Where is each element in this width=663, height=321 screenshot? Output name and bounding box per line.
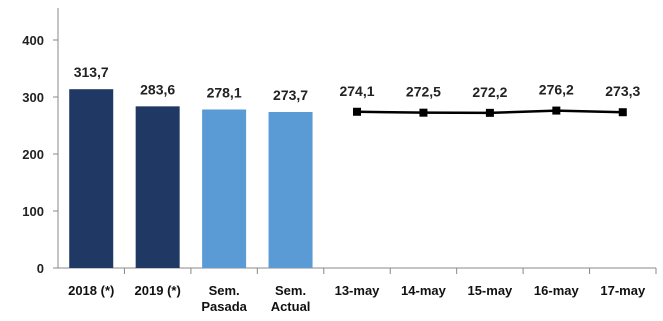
x-category-label: 13-may bbox=[335, 283, 381, 298]
y-tick-label: 400 bbox=[22, 33, 44, 48]
x-category-label: Sem. bbox=[275, 283, 306, 298]
axes: 0 100 200 300 400 bbox=[22, 8, 657, 276]
line-value-label: 273,3 bbox=[605, 83, 640, 99]
bar-value-label: 283,6 bbox=[140, 81, 175, 97]
line-series bbox=[353, 106, 627, 117]
y-tick-label: 300 bbox=[22, 90, 44, 105]
line-value-label: 272,5 bbox=[406, 84, 441, 100]
x-category-label: 2019 (*) bbox=[135, 283, 181, 298]
line-value-label: 276,2 bbox=[539, 82, 574, 98]
line-value-label: 274,1 bbox=[339, 83, 374, 99]
y-tick-label: 200 bbox=[22, 147, 44, 162]
bar-value-label: 278,1 bbox=[207, 84, 242, 100]
x-category-label: Pasada bbox=[201, 299, 247, 314]
x-category-label: 2018 (*) bbox=[68, 283, 114, 298]
bar bbox=[202, 109, 247, 268]
x-category-label: Actual bbox=[271, 299, 311, 314]
line-value-label: 272,2 bbox=[472, 84, 507, 100]
y-tick-label: 100 bbox=[22, 204, 44, 219]
x-category-label: 14-may bbox=[401, 283, 447, 298]
bar-value-label: 273,7 bbox=[273, 87, 308, 103]
bars bbox=[69, 89, 313, 269]
line-point-marker bbox=[485, 108, 494, 117]
x-category-label: 16-may bbox=[534, 283, 580, 298]
x-category-label: 15-may bbox=[467, 283, 513, 298]
line-point-marker bbox=[552, 106, 561, 115]
bar-value-label: 313,7 bbox=[74, 64, 109, 80]
bar bbox=[69, 89, 114, 268]
line-point-marker bbox=[419, 108, 428, 117]
bar bbox=[135, 106, 180, 269]
bar bbox=[268, 111, 313, 268]
line-point-marker bbox=[353, 107, 361, 116]
x-category-label: Sem. bbox=[209, 283, 240, 298]
y-tick-label: 0 bbox=[37, 261, 44, 276]
line-point-marker bbox=[618, 108, 627, 117]
x-category-label: 17-may bbox=[600, 283, 646, 298]
